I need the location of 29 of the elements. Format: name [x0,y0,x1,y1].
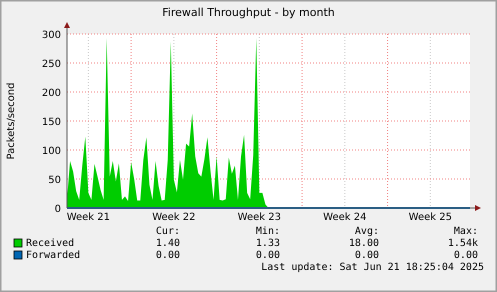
y-tick-label: 150 [42,117,61,128]
legend-label: Forwarded [26,250,80,261]
text: 1.40 [156,238,180,249]
text: 0.00 [454,250,478,261]
chart-title: Firewall Throughput - by month [162,6,335,19]
x-tick-label: Week 22 [152,212,196,223]
text: 1.54k [448,238,478,249]
x-tick-label: Week 24 [323,212,366,223]
x-tick-label: Week 25 [408,212,452,223]
y-tick-label: 200 [42,88,61,99]
y-tick-label: 0 [54,204,61,215]
y-axis-title: Packets/second [6,82,17,160]
text: Last update: Sat Jun 21 18:25:04 2025 [261,262,484,273]
text: Min: [256,226,280,237]
y-tick-label: 300 [42,30,61,41]
legend-label: Received [26,238,74,249]
y-tick-label: 250 [42,59,61,70]
y-tick-label: 50 [48,175,61,186]
text: Cur: [156,226,180,237]
text: 0.00 [156,250,180,261]
text: Max: [454,226,478,237]
text: 1.33 [256,238,280,249]
text: 0.00 [354,250,379,261]
x-tick-label: Week 23 [238,212,281,223]
text: Avg: [354,226,379,237]
text: 0.00 [256,250,280,261]
y-tick-label: 100 [42,146,61,157]
text: 18.00 [348,238,379,249]
x-tick-label: Week 21 [66,212,110,223]
